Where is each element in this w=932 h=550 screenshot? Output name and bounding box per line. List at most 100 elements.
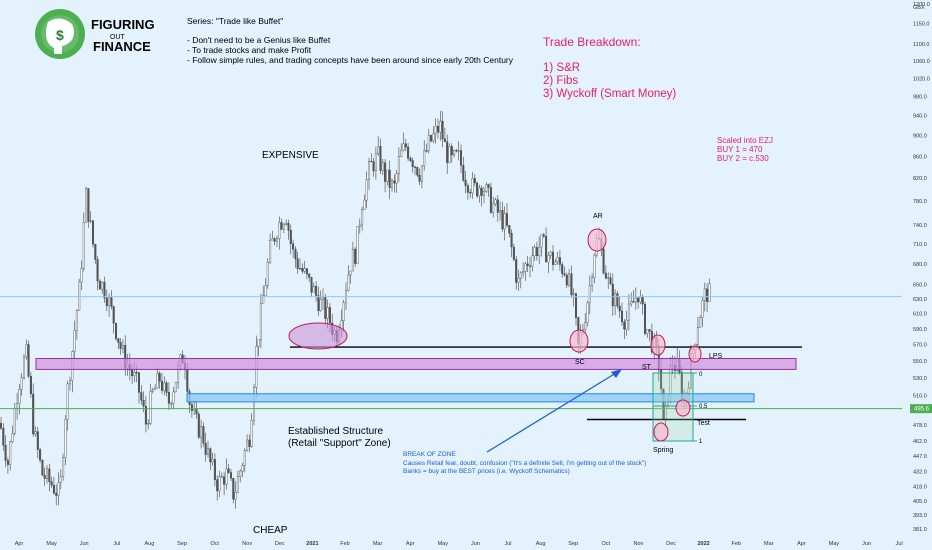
candle-body — [105, 297, 108, 307]
expensive-label: EXPENSIVE — [262, 150, 319, 161]
series-title: Series: "Trade like Buffet" — [187, 16, 283, 26]
candle-body — [324, 297, 327, 319]
candle-body — [151, 389, 154, 392]
candle-body — [395, 173, 398, 184]
candle-body — [446, 141, 449, 163]
candle-body — [167, 392, 170, 404]
candle-body — [365, 179, 368, 201]
candle-body — [292, 243, 295, 250]
candle-body — [533, 247, 536, 256]
candle-body — [425, 150, 428, 152]
candle-body — [117, 338, 120, 343]
candle-body — [462, 164, 465, 181]
candle-body — [639, 296, 642, 303]
candle-body — [453, 150, 456, 156]
candle-body — [455, 150, 458, 152]
candle-body — [259, 303, 262, 340]
time-tick-label: Sep — [177, 541, 187, 547]
candle-body — [625, 320, 628, 330]
structure-label-2: (Retail "Support" Zone) — [288, 438, 391, 449]
candle-body — [494, 199, 497, 205]
candle-body — [503, 213, 506, 230]
candle-body — [66, 383, 69, 420]
price-tick-label: 590.0 — [913, 327, 927, 333]
candle-body — [529, 265, 532, 267]
candle-body — [499, 209, 502, 213]
candle-body — [372, 161, 375, 172]
candle-body — [575, 293, 578, 318]
candle-body — [402, 143, 405, 151]
candle-body — [646, 329, 649, 334]
time-tick-label: Jul — [896, 541, 903, 547]
candle-body — [437, 125, 440, 133]
candle-body — [20, 377, 23, 390]
break-line-1: Causes Retail fear, doubt, confusion ("I… — [403, 460, 646, 467]
candle-body — [347, 274, 350, 291]
candle-body — [135, 372, 138, 374]
candle-body — [319, 299, 322, 312]
price-tick-label: 393.0 — [913, 513, 927, 519]
candle-body — [266, 262, 269, 286]
candle-body — [55, 492, 58, 496]
candle-body — [310, 277, 313, 293]
candle-body — [349, 270, 352, 276]
candle-body — [137, 372, 140, 393]
candle-body — [512, 246, 515, 260]
candle-body — [409, 157, 412, 161]
scaled-line-2: BUY 1 = 470 — [717, 145, 763, 154]
candle-body — [133, 372, 136, 376]
candle-body — [165, 382, 168, 393]
candle-body — [558, 257, 561, 265]
candle-body — [262, 295, 265, 304]
st-label: ST — [642, 364, 652, 371]
price-axis[interactable] — [902, 0, 932, 550]
candle-body — [280, 222, 283, 230]
candle-body — [660, 369, 663, 389]
time-tick-label: Apr — [797, 541, 806, 547]
candle-body — [211, 459, 214, 463]
candle-body — [328, 307, 331, 324]
candle-body — [460, 150, 463, 166]
candle-body — [52, 484, 55, 494]
candle-body — [363, 199, 366, 210]
structure-label-1: Established Structure — [288, 426, 383, 437]
candle-body — [480, 187, 483, 196]
candle-body — [312, 286, 315, 293]
candle-body — [637, 297, 640, 303]
candle-body — [68, 380, 71, 385]
candle-body — [142, 400, 145, 407]
price-tick-label: 820.0 — [913, 176, 927, 182]
price-tick-label: 680.0 — [913, 262, 927, 268]
candle-body — [172, 391, 175, 404]
candle-body — [432, 133, 435, 142]
candle-body — [41, 460, 44, 476]
candle-body — [450, 146, 453, 156]
time-tick-label: Feb — [340, 541, 349, 547]
candle-body — [59, 476, 62, 483]
price-tick-label: 780.0 — [913, 199, 927, 205]
candle-body — [572, 293, 575, 296]
candle-body — [420, 165, 423, 182]
candle-body — [471, 178, 474, 194]
candle-body — [531, 255, 534, 267]
candle-body — [492, 203, 495, 213]
sc-zone-ellipse — [288, 322, 348, 350]
candle-body — [114, 323, 117, 339]
candle-body — [108, 297, 111, 307]
candle-body — [501, 209, 504, 230]
price-tick-label: 710.0 — [913, 242, 927, 248]
candle-body — [299, 268, 302, 270]
candle-body — [232, 478, 235, 500]
candle-body — [2, 428, 5, 446]
candle-body — [91, 220, 94, 245]
candle-body — [294, 248, 297, 260]
candle-body — [607, 277, 610, 279]
candle-body — [241, 465, 244, 472]
candle-body — [400, 149, 403, 157]
candle-body — [604, 272, 607, 279]
candle-body — [170, 403, 173, 405]
time-tick-label: Nov — [634, 541, 644, 547]
candle-body — [156, 373, 159, 389]
candle-body — [476, 182, 479, 197]
candle-body — [630, 301, 633, 305]
